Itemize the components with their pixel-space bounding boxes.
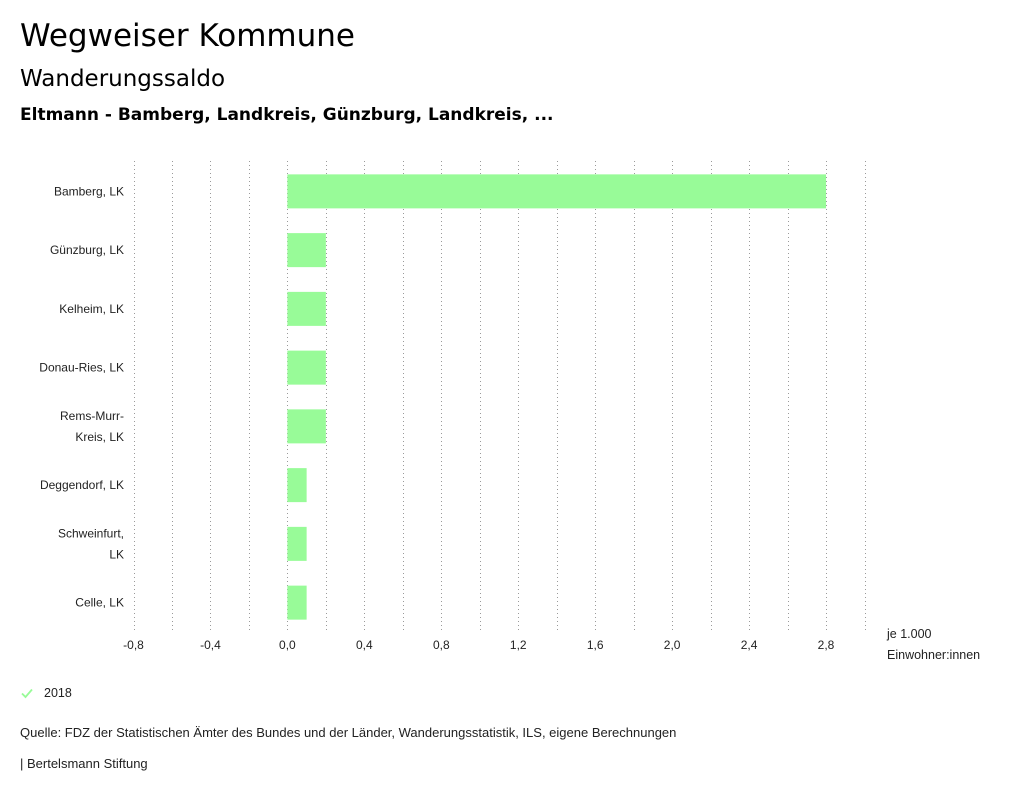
legend-label: 2018 — [44, 686, 72, 700]
bar[interactable] — [287, 350, 326, 385]
category-label: Deggendorf, LK — [40, 478, 124, 492]
chart-subtitle: Wanderungssaldo — [20, 66, 226, 92]
brand-footer: | Bertelsmann Stiftung — [20, 756, 148, 771]
bar[interactable] — [287, 526, 307, 561]
category-label: Schweinfurt, — [58, 526, 124, 540]
x-tick-label: 1,6 — [587, 638, 604, 652]
legend[interactable]: 2018 — [20, 686, 72, 700]
category-labels: Bamberg, LK Günzburg, LK Kelheim, LK Donau-… — [39, 184, 124, 609]
bar[interactable] — [287, 174, 827, 209]
x-tick-label: 0,0 — [279, 638, 296, 652]
category-label: Kreis, LK — [75, 430, 124, 444]
x-axis-unit-label: je 1.000 Einwohner:innen — [887, 624, 980, 666]
x-tick-label: 0,8 — [433, 638, 450, 652]
category-label: Günzburg, LK — [50, 243, 124, 257]
category-label: Celle, LK — [75, 596, 124, 610]
category-label: LK — [109, 547, 124, 561]
x-tick-label: 0,4 — [356, 638, 373, 652]
comparison-label: Eltmann - Bamberg, Landkreis, Günzburg, … — [20, 105, 554, 125]
x-tick-label: 2,8 — [818, 638, 835, 652]
bar-chart: Bamberg, LK Günzburg, LK Kelheim, LK Donau-… — [39, 161, 866, 652]
bar[interactable] — [287, 233, 326, 268]
checkmark-icon[interactable] — [20, 686, 34, 700]
x-tick-label: -0,4 — [200, 638, 221, 652]
unit-label-line2: Einwohner:innen — [887, 648, 981, 662]
bar[interactable] — [287, 468, 307, 503]
grid-lines — [134, 161, 866, 631]
bar[interactable] — [287, 409, 326, 444]
category-label: Kelheim, LK — [59, 302, 124, 316]
category-label: Rems-Murr- — [60, 409, 124, 423]
unit-label-line1: je 1.000 — [887, 627, 932, 641]
bar-series — [287, 174, 827, 620]
source-note: Quelle: FDZ der Statistischen Ämter des … — [20, 725, 677, 740]
x-tick-label: 2,4 — [741, 638, 758, 652]
bar[interactable] — [287, 585, 307, 620]
x-tick-label: -0,8 — [123, 638, 144, 652]
chart-title: Wegweiser Kommune — [20, 18, 355, 54]
category-label: Donau-Ries, LK — [39, 361, 124, 375]
x-tick-label: 2,0 — [664, 638, 681, 652]
x-tick-label: 1,2 — [510, 638, 527, 652]
x-axis-tick-labels: -0,8 -0,4 0,0 0,4 0,8 1,2 1,6 2,0 2,4 2,8 — [123, 638, 835, 652]
bar[interactable] — [287, 291, 326, 326]
category-label: Bamberg, LK — [54, 184, 124, 198]
